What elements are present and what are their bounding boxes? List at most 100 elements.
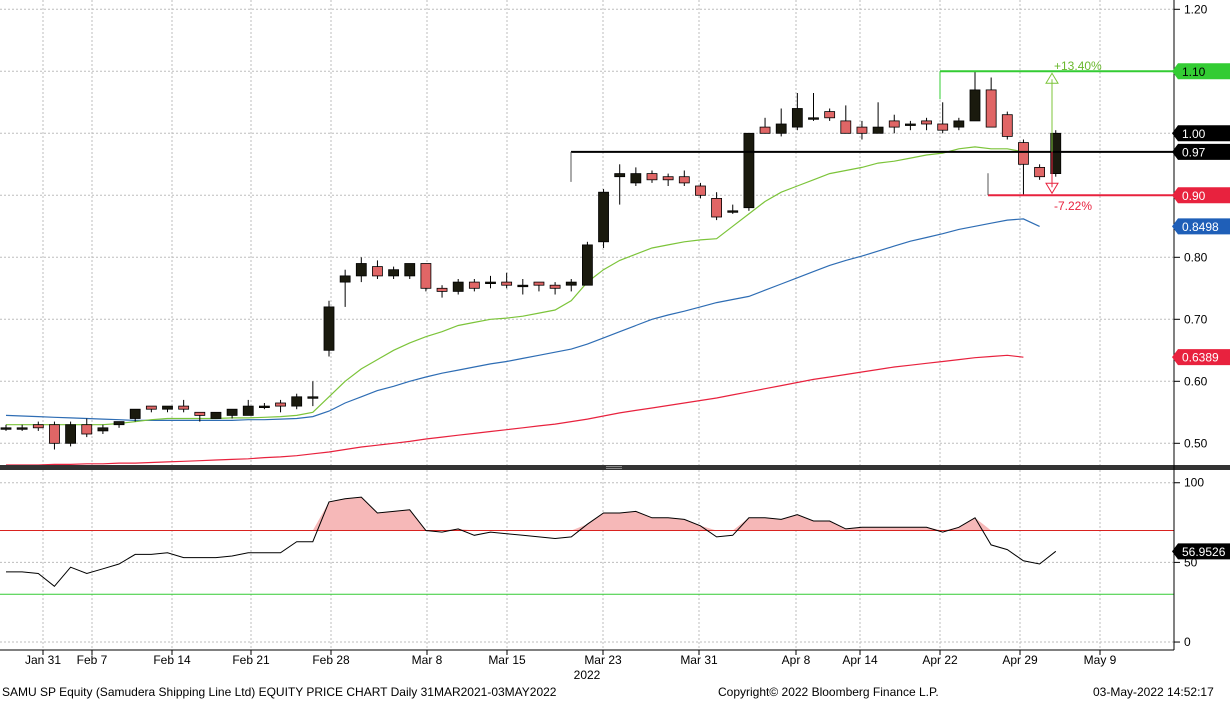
candle [275, 399, 286, 413]
candle [517, 279, 529, 295]
candle-body [388, 269, 400, 277]
candle-body [258, 405, 270, 409]
candle-body [614, 173, 626, 178]
candle-body [355, 263, 367, 277]
price-value-tag: 0.97 [1172, 143, 1230, 160]
candle [258, 403, 270, 410]
candle [404, 263, 416, 279]
candle [81, 418, 93, 438]
candles [0, 71, 1062, 450]
candle-body [582, 244, 593, 286]
candle-body [210, 411, 222, 419]
candle-body [727, 210, 739, 213]
candle-body [743, 132, 755, 209]
candle-body [162, 405, 173, 410]
candle [905, 120, 916, 131]
candle-body [49, 424, 60, 444]
loss-arrow-head [1045, 182, 1059, 195]
candle [1050, 130, 1062, 177]
candle [598, 189, 609, 248]
candle [630, 167, 642, 186]
x-axis-tick-label: Feb 21 [232, 653, 270, 667]
candle-body [565, 281, 577, 286]
price-value-tag: 0.6389 [1172, 349, 1230, 366]
value-tag-label: 0.97 [1182, 145, 1206, 159]
candle-body [905, 123, 916, 126]
value-tag-background [1172, 218, 1230, 235]
candle [323, 300, 335, 357]
level-lines [570, 70, 1174, 197]
candle [695, 182, 706, 199]
candle-body [840, 120, 852, 134]
value-tag-label: 1.10 [1182, 65, 1206, 79]
candle [888, 114, 900, 134]
candle [743, 132, 755, 211]
candle-body [194, 411, 206, 416]
candle-body [145, 405, 157, 410]
candle-body [985, 89, 997, 128]
candle-body [791, 108, 803, 128]
candle [355, 257, 367, 283]
x-axis-tick-label: Apr 29 [1002, 653, 1038, 667]
candle [985, 77, 997, 128]
rsi-overbought-area [6, 497, 1056, 531]
loss-percent-label: -7.22% [1054, 199, 1092, 213]
candle-body [420, 263, 432, 289]
gain-arrow-head [1045, 72, 1059, 84]
value-tag-label: 0.8498 [1182, 220, 1219, 234]
price-value-tag: 0.8498 [1172, 218, 1230, 235]
sma-50-line [5, 218, 1040, 421]
candle [307, 381, 319, 407]
sma-20-line [6, 146, 1040, 426]
value-tag-background [1172, 63, 1230, 80]
value-tag-label: 56.9526 [1182, 545, 1226, 559]
candle [452, 279, 464, 295]
candle [16, 424, 28, 431]
rsi-threshold-lines [0, 530, 1174, 595]
candle [49, 421, 60, 450]
value-tag-background [1172, 349, 1230, 366]
candle [953, 117, 965, 131]
candle-body [226, 408, 238, 416]
candle [840, 105, 852, 134]
candle-body [872, 126, 884, 134]
candle-body [921, 120, 932, 125]
candle-body [97, 427, 109, 432]
candle-body [501, 281, 513, 286]
price-value-tag: 1.10 [1172, 63, 1230, 80]
candle-body [630, 173, 642, 184]
candle [565, 279, 577, 292]
candle-body [1001, 114, 1013, 137]
price-panel-background [0, 0, 1174, 465]
candle [937, 102, 949, 134]
rsi-axis-tick-label: 0 [1184, 635, 1191, 649]
candle [65, 421, 76, 447]
candle-body [323, 306, 335, 351]
candle [759, 117, 771, 134]
x-axis-tick-label: Mar 15 [488, 653, 526, 667]
candle-body [517, 284, 529, 288]
candle-body [711, 197, 722, 218]
value-tag-background [1172, 143, 1230, 160]
candle [339, 269, 351, 307]
candle [727, 204, 739, 214]
candle [501, 272, 513, 289]
candle [662, 173, 674, 186]
candle [872, 102, 884, 134]
candle [388, 266, 400, 279]
candle [614, 164, 626, 205]
candle [582, 241, 593, 286]
footer-timestamp: 03-May-2022 14:52:17 [1093, 685, 1214, 699]
candle-body [678, 176, 690, 184]
candle [808, 93, 819, 121]
candle [468, 279, 480, 292]
x-axis-tick-label: Mar 31 [680, 653, 718, 667]
candle-body [808, 117, 819, 120]
candle [420, 263, 432, 292]
price-value-tag: 0.90 [1172, 187, 1230, 204]
value-tag-label: 1.00 [1182, 127, 1206, 141]
sma-200-line [6, 354, 1024, 466]
value-tag-background [1172, 543, 1230, 560]
footer-copyright: Copyright© 2022 Bloomberg Finance L.P. [718, 685, 939, 699]
x-axis-tick-label: Apr 22 [922, 653, 958, 667]
